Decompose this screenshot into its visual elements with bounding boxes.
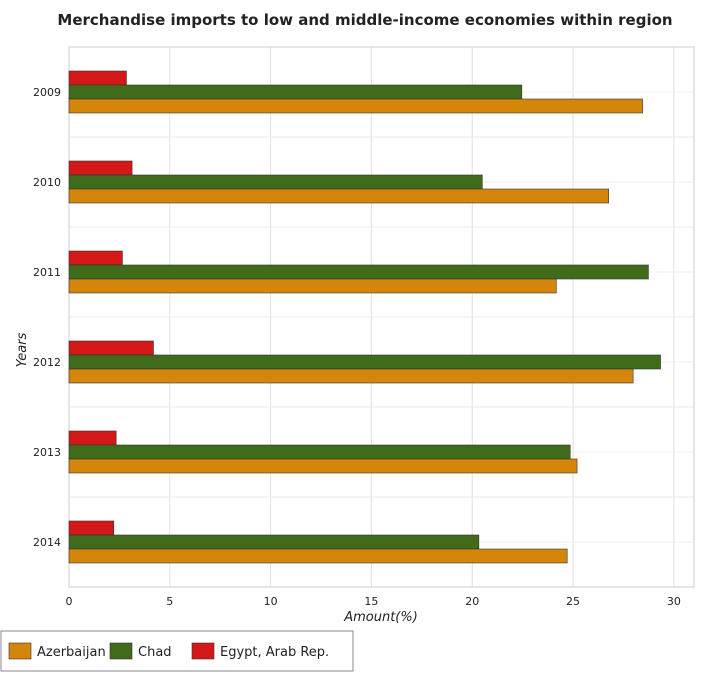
y-tick-label: 2014 bbox=[33, 536, 61, 549]
y-tick-label: 2009 bbox=[33, 86, 61, 99]
plot-frame bbox=[68, 46, 695, 588]
x-tick-label: 5 bbox=[166, 595, 173, 608]
x-tick-label: 30 bbox=[667, 595, 681, 608]
x-tick-label: 10 bbox=[264, 595, 278, 608]
legend-label: Chad bbox=[138, 645, 172, 660]
x-tick-label: 0 bbox=[66, 595, 73, 608]
bar-egypt-arab-rep--2011 bbox=[68, 250, 123, 266]
legend-box bbox=[0, 630, 354, 672]
bar-azerbaijan-2010 bbox=[68, 188, 610, 204]
bars bbox=[68, 70, 661, 564]
legend: Azerbaijan Chad Egypt, Arab Rep. bbox=[0, 630, 354, 672]
y-tick-labels: 2009 2010 2011 2012 2013 2014 bbox=[33, 86, 61, 549]
y-tick-label: 2013 bbox=[33, 446, 61, 459]
x-tick-label: 20 bbox=[465, 595, 479, 608]
bar-chad-2010 bbox=[68, 174, 483, 190]
x-axis-label: Amount(%) bbox=[343, 610, 418, 625]
x-tick-labels: 0 5 10 15 20 25 30 bbox=[66, 595, 681, 608]
legend-label: Egypt, Arab Rep. bbox=[220, 645, 329, 660]
legend-swatch bbox=[8, 642, 32, 660]
bar-azerbaijan-2012 bbox=[68, 368, 634, 384]
grid bbox=[68, 46, 694, 588]
bar-chad-2013 bbox=[68, 444, 571, 460]
bar-azerbaijan-2011 bbox=[68, 278, 557, 294]
y-axis-label: Years bbox=[15, 332, 30, 367]
x-tick-label: 25 bbox=[566, 595, 580, 608]
bar-azerbaijan-2013 bbox=[68, 458, 578, 474]
bar-egypt-arab-rep--2014 bbox=[68, 520, 115, 536]
bar-egypt-arab-rep--2012 bbox=[68, 340, 154, 356]
bar-egypt-arab-rep--2009 bbox=[68, 70, 127, 86]
bar-chad-2014 bbox=[68, 534, 480, 550]
chart-title: Merchandise imports to low and middle-in… bbox=[57, 11, 672, 29]
bar-chad-2009 bbox=[68, 84, 523, 100]
bar-chad-2011 bbox=[68, 264, 649, 280]
legend-label: Azerbaijan bbox=[37, 645, 106, 660]
bar-azerbaijan-2009 bbox=[68, 98, 643, 114]
bar-chad-2012 bbox=[68, 354, 661, 370]
y-tick-label: 2010 bbox=[33, 176, 61, 189]
legend-swatch bbox=[109, 642, 133, 660]
legend-swatch bbox=[191, 642, 215, 660]
x-tick-label: 15 bbox=[364, 595, 378, 608]
bar-egypt-arab-rep--2013 bbox=[68, 430, 117, 446]
y-tick-label: 2012 bbox=[33, 356, 61, 369]
bar-egypt-arab-rep--2010 bbox=[68, 160, 133, 176]
bar-azerbaijan-2014 bbox=[68, 548, 568, 564]
y-tick-label: 2011 bbox=[33, 266, 61, 279]
